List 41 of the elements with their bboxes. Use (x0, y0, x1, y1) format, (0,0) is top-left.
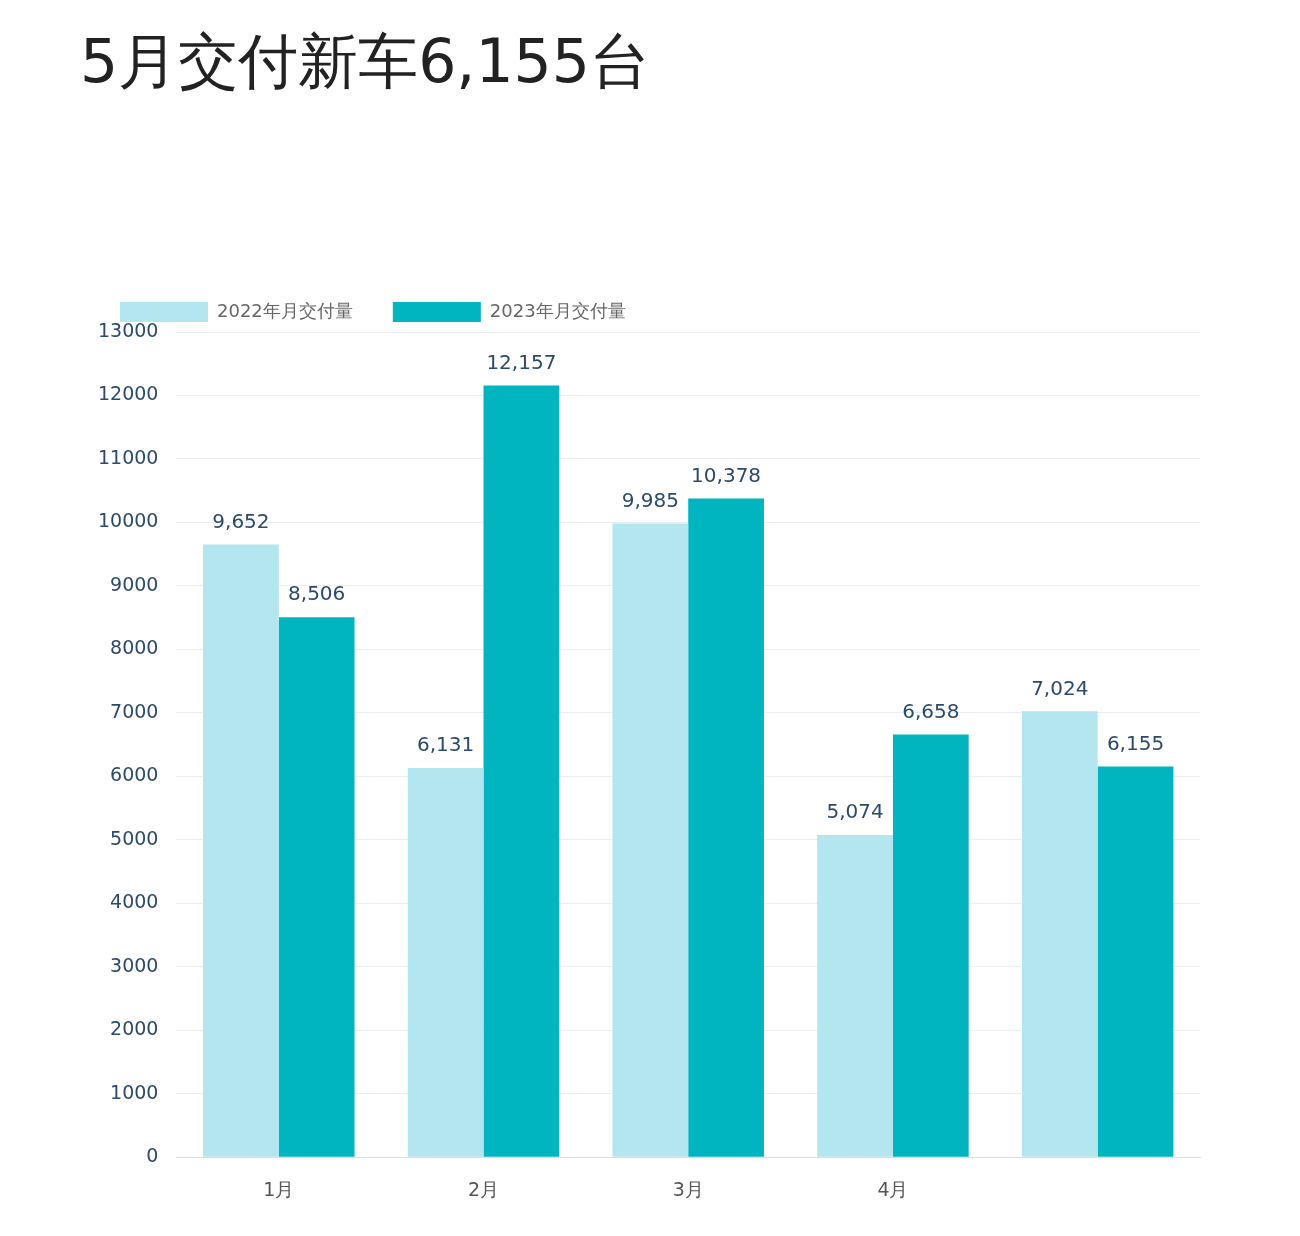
data-label: 8,506 (288, 581, 346, 606)
y-tick-label: 1000 (110, 1080, 159, 1103)
data-label: 6,155 (1106, 730, 1165, 755)
y-tick-label: 4000 (110, 890, 159, 913)
bar (1021, 711, 1098, 1157)
x-tick-label: 2月 (467, 1177, 500, 1200)
x-tick-label: 4月 (877, 1177, 909, 1200)
legend-label: 2022年月交付量 (217, 299, 353, 321)
bar (1097, 766, 1174, 1157)
data-label: 7,024 (1031, 675, 1089, 700)
bar (483, 385, 560, 1157)
bar (817, 835, 893, 1157)
y-tick-label: 8000 (110, 636, 159, 659)
bar (688, 498, 764, 1157)
y-tick-label: 5000 (110, 826, 159, 849)
y-tick-label: 3000 (110, 953, 159, 976)
y-tick-label: 10000 (97, 509, 159, 532)
y-tick-label: 6000 (110, 763, 159, 786)
y-tick-label: 0 (146, 1144, 159, 1167)
y-tick-label: 13000 (97, 318, 159, 341)
y-tick-label: 12000 (97, 382, 159, 405)
data-label: 9,652 (212, 508, 270, 533)
x-tick-label: 1月 (263, 1177, 295, 1200)
bar (407, 768, 484, 1157)
data-label: 12,157 (486, 349, 557, 374)
y-tick-label: 11000 (97, 445, 159, 468)
data-label: 5,074 (826, 799, 884, 824)
bar (278, 617, 355, 1157)
bar (203, 544, 279, 1157)
data-label: 9,985 (621, 487, 679, 512)
chart-title: 5月交付新车6,155台 (80, 25, 650, 96)
bar (892, 734, 969, 1157)
y-tick-label: 2000 (110, 1017, 159, 1040)
bar (612, 523, 689, 1157)
y-tick-label: 9000 (110, 572, 159, 595)
legend-label: 2023年月交付量 (489, 299, 626, 321)
y-tick-label: 7000 (110, 699, 159, 722)
x-tick-label: 3月 (672, 1177, 704, 1200)
data-label: 6,658 (902, 698, 960, 723)
data-label: 10,378 (691, 462, 762, 487)
data-label: 6,131 (417, 732, 475, 757)
